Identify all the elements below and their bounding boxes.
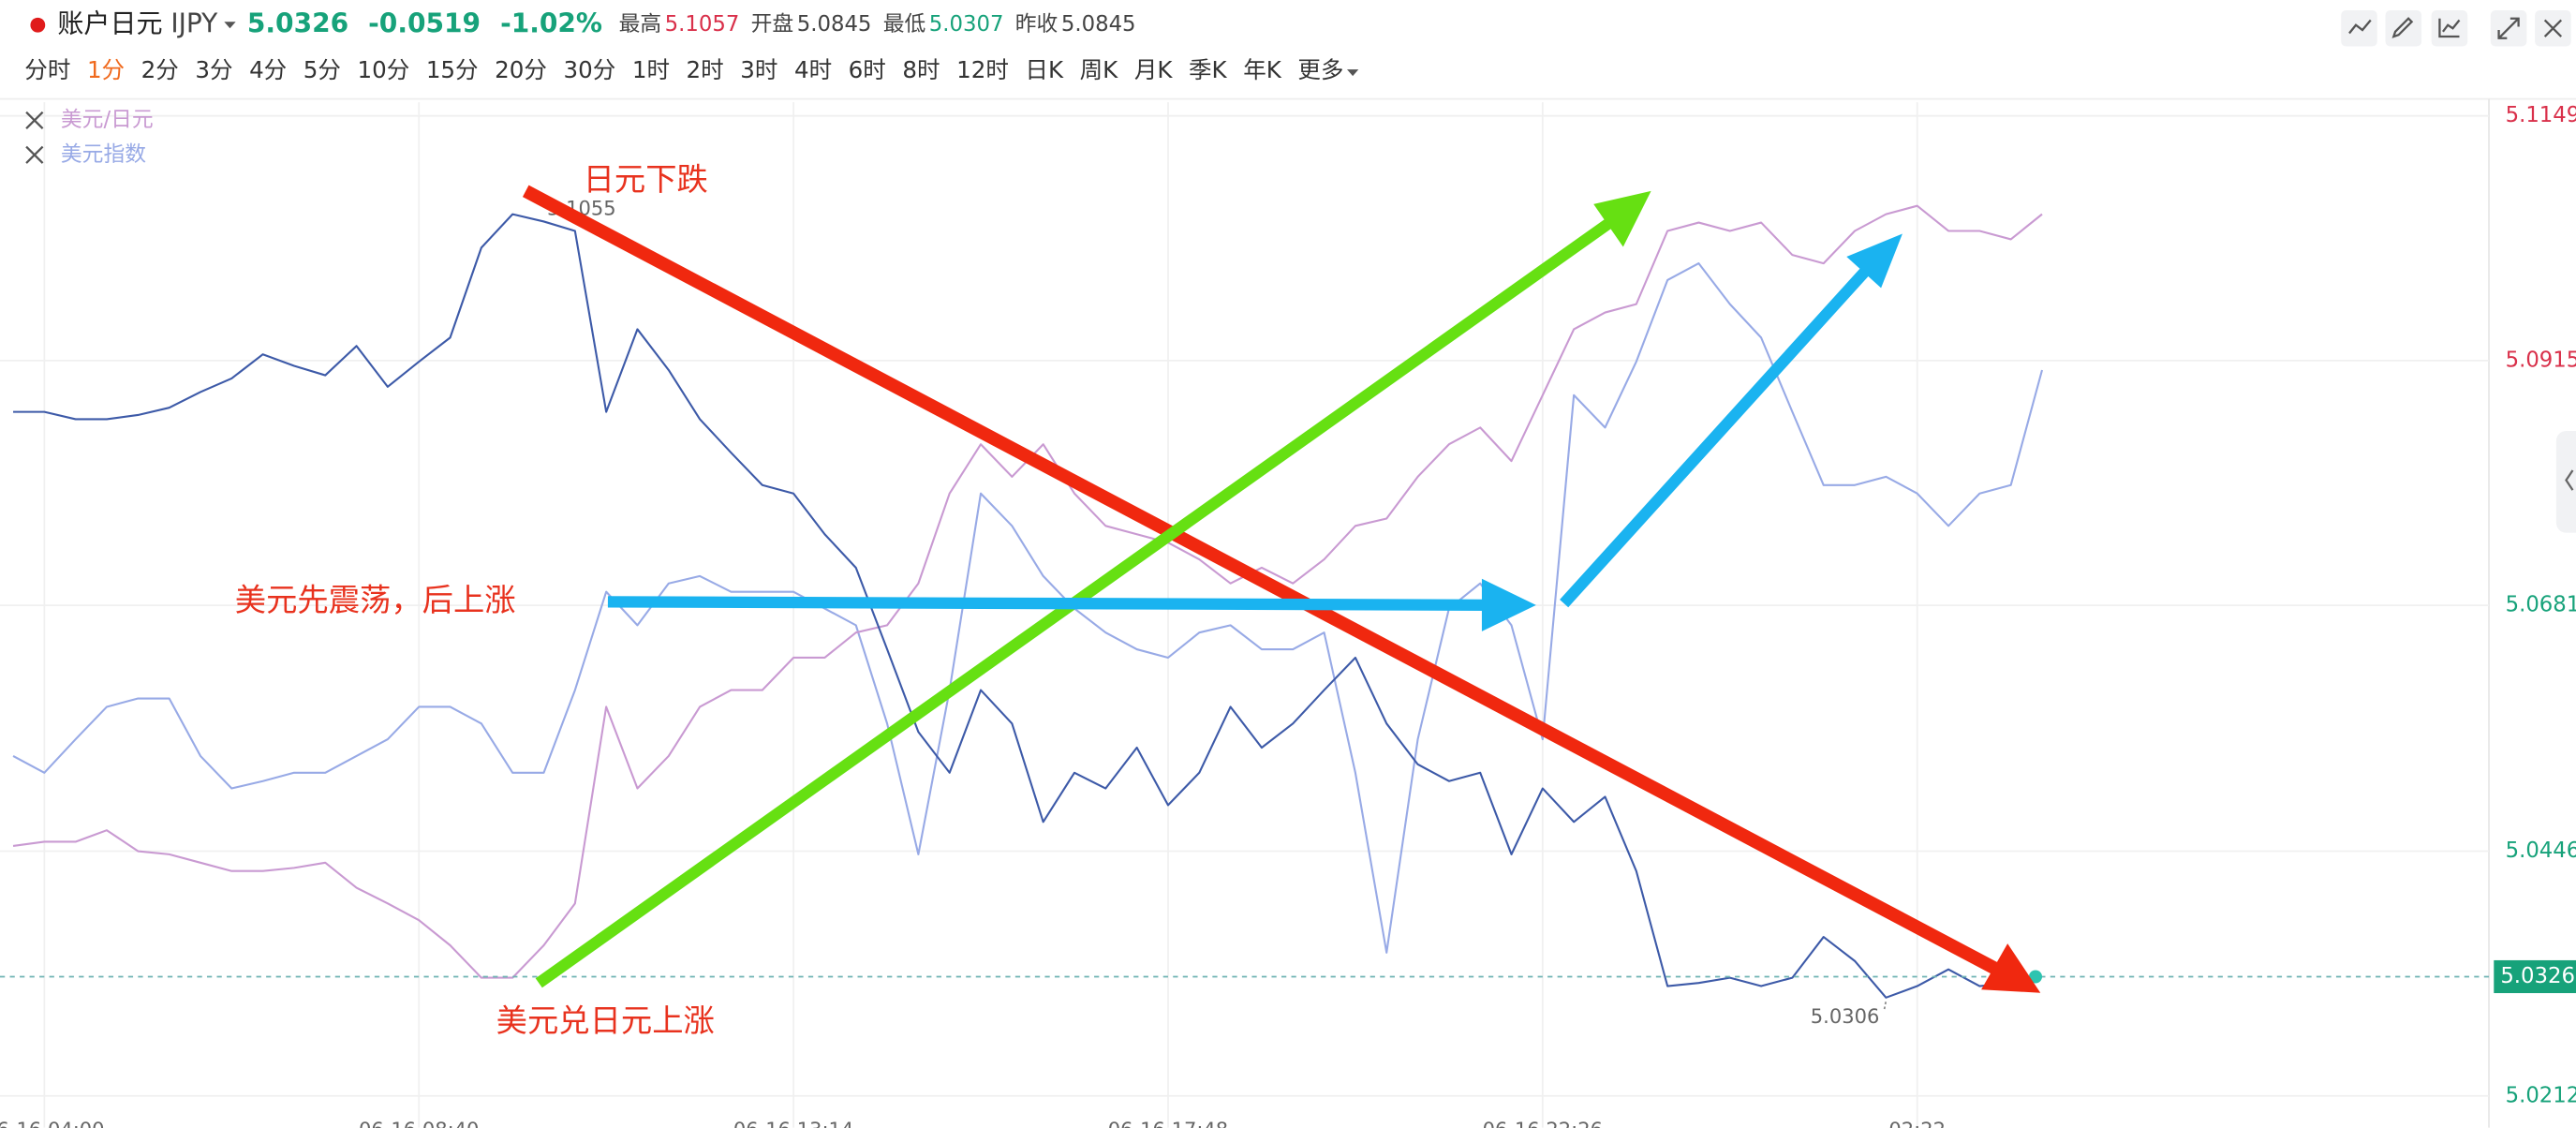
legend-label: 美元指数 [61,142,146,167]
dropdown-caret [224,22,236,29]
period-tab[interactable]: 4时 [794,56,832,83]
last-price: 5.0326 [247,8,348,39]
legend-close[interactable] [25,145,44,164]
stat-value: 5.1057 [665,12,740,37]
period-tab[interactable]: 季K [1189,56,1228,83]
icon [2543,19,2563,37]
change-percent: -1.02% [500,8,602,39]
annotation: 美元先震荡，后上涨 [235,582,516,618]
annotation: 日元下跌 [584,161,708,198]
arrowhead [1481,578,1536,631]
arrowhead [1981,943,2041,993]
period-tab[interactable]: 6时 [849,56,886,83]
stat-value: 5.0845 [1061,12,1136,37]
y-tick-label: 5.0446 [2506,839,2576,863]
period-tab[interactable]: 2分 [141,56,179,83]
stat-label: 开盘 [751,12,794,37]
arrow [522,185,2001,976]
stat-label: 昨收 [1015,12,1059,37]
period-tab[interactable]: 5分 [303,56,341,83]
status-dot [30,17,46,33]
toolbar-icons[interactable] [2341,9,2576,533]
period-tab[interactable]: 分时 [24,56,70,83]
period-bar: 分时 1分 2分 3分 4分 5分 10分 15分 20分 30分 1时 2时 3时 4时 6时 8时 12时日… [24,56,1359,83]
low-leader [1883,1001,1888,1010]
x-tick-label: 02:22 [1888,1118,1946,1128]
symbol-code: IJPY [170,8,218,39]
period-tab[interactable]: 4分 [249,56,287,83]
period-tab[interactable]: 2时 [687,56,724,83]
x-tick-label: 06-16 22:26 [1483,1118,1603,1128]
legend-label: 美元/日元 [61,108,154,132]
symbol-name: 账户日元 [57,8,162,39]
period-tab[interactable]: 3分 [195,56,232,83]
period-tab[interactable]: 30分 [563,56,615,83]
icon-button[interactable] [2385,9,2422,47]
x-tick-label: 06-16 04:00 [0,1118,105,1128]
x-tick-label: 06-16 08:40 [359,1118,479,1128]
series-line [12,262,2044,954]
annotation-arrows [522,185,2041,993]
period-tab[interactable]: 3时 [740,56,777,83]
stat-value: 5.0845 [797,12,872,37]
x-tick-label: 06-16 17:48 [1108,1118,1228,1128]
last-price-label: 5.0326 [2500,964,2575,988]
x-tick-label: 06-16 13:14 [733,1118,853,1128]
period-tab[interactable]: 月K [1134,56,1174,83]
period-tab[interactable]: 8时 [902,56,940,83]
series-line [13,213,2043,999]
period-tab[interactable]: 日K [1025,56,1064,83]
icon-button[interactable] [2431,9,2468,47]
period-tab[interactable]: 20分 [495,56,547,83]
arrow [1560,264,1873,608]
dropdown-caret [1347,69,1359,77]
legend-close[interactable] [25,111,44,130]
last-price-dot [2028,970,2043,984]
arrowhead [1593,190,1651,247]
period-tab[interactable]: 周K [1080,56,1119,83]
period-tab[interactable]: 更多 [1297,56,1343,83]
annotation: 美元兑日元上涨 [496,1002,715,1039]
period-tab[interactable]: 10分 [357,56,409,83]
icon [2348,19,2372,35]
last-price-tag [2494,959,2576,994]
y-tick-label: 5.1149 [2506,103,2576,127]
arrowhead [1846,233,1902,289]
change: -0.0519 [368,8,481,39]
period-tab[interactable]: 1分 [87,56,125,83]
stat-label: 最低 [883,12,926,37]
y-tick-label: 5.0681 [2506,593,2576,617]
plot: 06-16 04:00 06-16 08:40 06-16 13:14 06-16 1… [0,102,2576,1128]
low-label: 5.0306 [1811,1004,1880,1028]
icon [2497,17,2520,39]
stat-label: 最高 [619,12,662,37]
stat-value: 5.0307 [929,12,1004,37]
header: 账户日元 IJPY 5.0326 -0.0519 -1.02% 最高 5.1057 开盘 5.0… [57,8,1135,39]
period-tab[interactable]: 1时 [632,56,670,83]
period-tab[interactable]: 年K [1243,56,1282,83]
arrow [607,596,1488,611]
icon [2565,469,2574,491]
period-tab[interactable]: 15分 [426,56,479,83]
y-tick-label: 5.0212 [2506,1083,2576,1107]
icon [2391,17,2414,38]
icon [2438,18,2461,38]
period-tab[interactable]: 12时 [956,56,1009,83]
y-tick-label: 5.0915 [2506,348,2576,372]
